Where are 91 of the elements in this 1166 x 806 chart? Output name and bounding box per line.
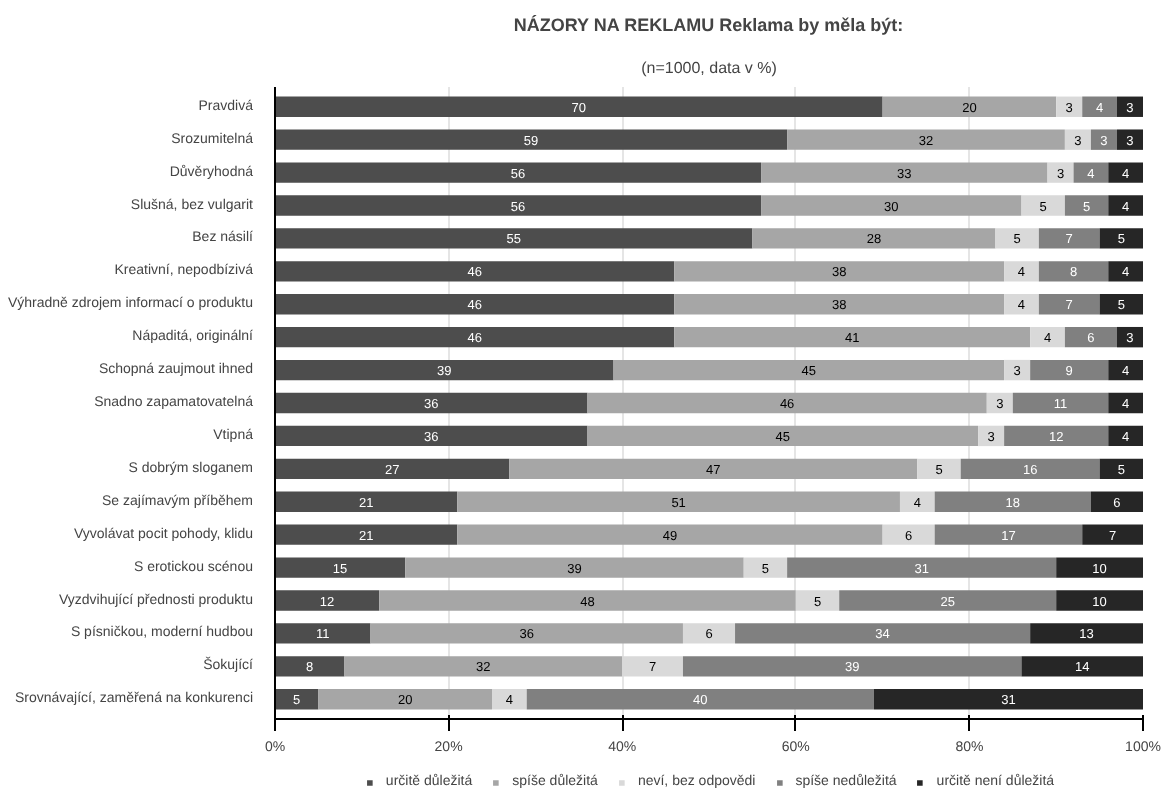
bar <box>275 590 380 611</box>
bar <box>1073 162 1109 183</box>
bar <box>275 524 458 545</box>
bar <box>275 425 588 447</box>
bar <box>873 689 1143 710</box>
bar <box>682 656 1022 677</box>
bar <box>370 623 683 644</box>
bar <box>743 557 788 578</box>
bar <box>275 96 883 117</box>
bar <box>995 228 1039 249</box>
bar <box>275 557 406 578</box>
bar <box>1030 623 1143 644</box>
bar <box>960 458 1100 480</box>
bar <box>587 425 979 447</box>
bar <box>457 491 900 512</box>
bar <box>1021 656 1143 677</box>
chart-subtitle: (n=1000, data v %) <box>641 59 778 77</box>
bar <box>1108 195 1143 216</box>
bar <box>1038 261 1109 282</box>
bar <box>682 623 736 644</box>
bar <box>795 590 840 611</box>
bar <box>275 294 675 315</box>
bar <box>1090 129 1117 150</box>
bar <box>1116 129 1143 150</box>
bar <box>275 458 510 480</box>
bar <box>275 195 762 216</box>
bar <box>1030 326 1065 348</box>
bar <box>344 656 623 677</box>
bar <box>1099 228 1143 249</box>
bar <box>761 195 1022 216</box>
bar <box>1004 261 1039 282</box>
bar <box>735 623 1031 644</box>
bar <box>275 359 614 381</box>
bar <box>882 524 935 545</box>
bar <box>1082 96 1117 117</box>
bar <box>934 491 1091 512</box>
bar <box>1099 458 1143 480</box>
bar <box>674 261 1005 282</box>
bar <box>674 326 1031 348</box>
bar <box>275 392 588 414</box>
bar <box>1064 195 1109 216</box>
bar <box>587 392 987 414</box>
bar <box>275 261 675 282</box>
bar <box>1108 425 1143 447</box>
bar <box>318 689 492 710</box>
bar <box>405 557 744 578</box>
bar <box>1090 491 1143 512</box>
bar <box>839 590 1057 611</box>
bar <box>1047 162 1074 183</box>
bar <box>917 458 961 480</box>
bar <box>1064 129 1091 150</box>
bar <box>613 359 1005 381</box>
bar <box>275 623 371 644</box>
chart-title: NÁZORY NA REKLAMU Reklama by měla být: <box>513 15 904 35</box>
bar <box>457 524 883 545</box>
bar <box>1108 392 1143 414</box>
bar <box>275 162 762 183</box>
bar <box>1056 590 1143 611</box>
bar <box>492 689 527 710</box>
bar <box>1038 294 1100 315</box>
bar <box>509 458 918 480</box>
bar <box>275 491 458 512</box>
bar <box>275 689 319 710</box>
bar <box>1056 557 1143 578</box>
bar <box>752 228 996 249</box>
bar <box>934 524 1083 545</box>
bar <box>1021 195 1065 216</box>
bar <box>1004 425 1109 447</box>
bar <box>899 491 935 512</box>
bar <box>275 656 345 677</box>
bar <box>275 326 675 348</box>
bar <box>275 228 753 249</box>
bar <box>1108 261 1143 282</box>
bar <box>1108 359 1143 381</box>
bar <box>622 656 683 677</box>
bar <box>379 590 796 611</box>
bar <box>526 689 874 710</box>
bar <box>1038 228 1100 249</box>
bar <box>1030 359 1109 381</box>
bar <box>787 129 1065 150</box>
bar <box>674 294 1005 315</box>
bar <box>1108 162 1143 183</box>
bar <box>1064 326 1117 348</box>
bar <box>1004 294 1039 315</box>
bar <box>882 96 1057 117</box>
bar <box>1082 524 1143 545</box>
bar <box>787 557 1057 578</box>
bar <box>1099 294 1143 315</box>
bar <box>761 162 1048 183</box>
bar <box>1012 392 1109 414</box>
bar <box>275 129 788 150</box>
